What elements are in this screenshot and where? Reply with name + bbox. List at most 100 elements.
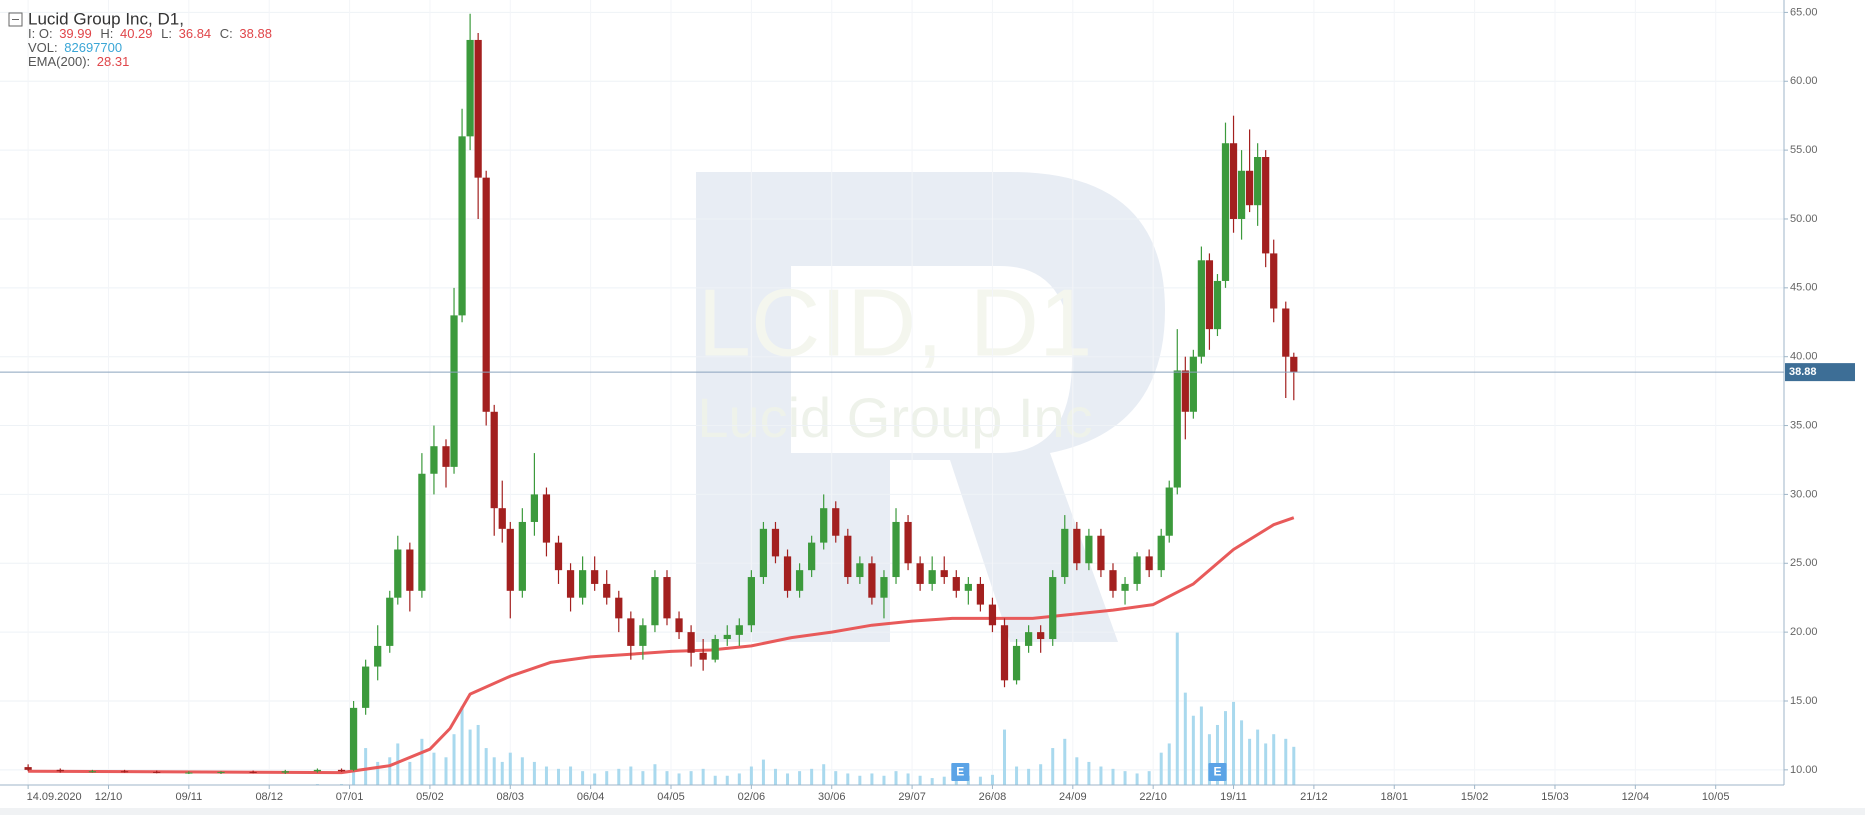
volume-bar — [1087, 761, 1091, 785]
candle-body — [217, 771, 225, 773]
x-tick-label: 15/03 — [1541, 791, 1569, 803]
volume-bar — [858, 775, 862, 785]
ohlc-low: 36.84 — [179, 26, 212, 41]
y-tick-label: 15.00 — [1790, 695, 1818, 707]
x-tick-label: 19/11 — [1220, 791, 1247, 803]
candle-body — [394, 549, 402, 598]
volume-bar — [1248, 738, 1252, 785]
candle-body — [904, 521, 912, 564]
volume-bar — [1199, 706, 1203, 785]
volume-bar — [1232, 701, 1236, 785]
volume-bar — [1175, 632, 1179, 785]
candle-body — [185, 772, 193, 774]
candle-body — [639, 625, 647, 646]
volume-bar — [432, 752, 436, 785]
candle-body — [868, 563, 876, 598]
watermark-logo — [696, 172, 1165, 642]
volume-bar — [1183, 692, 1187, 785]
candle-body — [675, 618, 683, 633]
candle-body — [506, 528, 514, 591]
x-tick-label: 24/09 — [1059, 791, 1087, 803]
candle-body — [1061, 528, 1069, 578]
y-tick-label: 60.00 — [1790, 75, 1818, 87]
x-tick-label: 08/03 — [497, 791, 525, 803]
x-tick-label: 02/06 — [738, 791, 766, 803]
candle-body — [711, 639, 719, 660]
volume-bar — [1159, 752, 1163, 785]
x-tick-label: 15/02 — [1461, 791, 1489, 803]
ohlc-close-label: C: — [220, 26, 233, 41]
candle-body — [542, 494, 551, 543]
volume-bar — [653, 764, 657, 785]
candle-body — [1254, 157, 1262, 206]
volume-bar — [1099, 766, 1103, 785]
candle-body — [1189, 356, 1197, 412]
candle-body — [832, 508, 840, 536]
candle-body — [952, 577, 960, 591]
volume-bar — [1292, 746, 1296, 785]
x-tick-label: 07/01 — [336, 791, 364, 803]
volume-bar — [605, 771, 609, 785]
volume-label: VOL: — [28, 40, 58, 55]
volume-bar — [1256, 729, 1260, 785]
x-tick-label: 30/06 — [818, 791, 846, 803]
candle-body — [120, 771, 129, 773]
volume-bar — [1223, 711, 1227, 785]
watermark: LCID, D1 Lucid Group Inc — [696, 172, 1165, 642]
x-tick-label: 26/08 — [979, 791, 1007, 803]
ema-layer — [28, 516, 1295, 775]
candle-body — [458, 136, 466, 316]
x-tick-label: 14.09.2020 — [27, 791, 82, 803]
candle-body — [313, 769, 322, 772]
volume-bar — [1272, 734, 1276, 785]
header-ema: EMA(200): 28.31 — [28, 54, 129, 69]
volume-bar — [452, 734, 456, 785]
volume-bar — [388, 757, 392, 785]
volume-bar — [749, 766, 753, 785]
volume-bar — [364, 748, 368, 785]
candle-body — [976, 583, 985, 605]
candle-body — [988, 604, 997, 626]
volume-bar — [460, 706, 464, 785]
volume-bar — [689, 771, 693, 785]
volume-bar — [520, 757, 524, 785]
candle-body — [940, 570, 948, 578]
candle-body — [687, 632, 695, 653]
candle-body — [1121, 583, 1129, 591]
volume-layer — [26, 632, 1296, 785]
x-tick-label: 10/05 — [1702, 791, 1730, 803]
candle-body — [1270, 253, 1278, 309]
candle-body — [56, 769, 64, 772]
candle-body — [1000, 625, 1009, 681]
candle-body — [1109, 570, 1117, 591]
volume-bar — [1135, 773, 1139, 785]
candle-body — [518, 521, 526, 591]
ema-value: 28.31 — [97, 54, 130, 69]
volume-bar — [1075, 757, 1079, 785]
volume-bar — [918, 775, 922, 785]
candle-body — [808, 542, 816, 571]
candle-body — [1173, 370, 1181, 488]
candle-body — [88, 771, 97, 773]
candle-body — [1237, 170, 1246, 219]
candle-body — [663, 577, 671, 619]
candle-body — [1221, 143, 1230, 281]
ohlc-open: 39.99 — [59, 26, 92, 41]
volume-bar — [737, 773, 741, 785]
candle-body — [406, 549, 414, 591]
candle-body — [386, 597, 394, 646]
volume-bar — [1039, 764, 1043, 785]
volume-bar — [1284, 738, 1288, 785]
volume-bar — [396, 743, 400, 785]
event-marker — [1208, 763, 1227, 781]
volume-bar — [786, 773, 790, 785]
candle-body — [1165, 487, 1173, 536]
candle-body — [249, 771, 257, 773]
candle-body — [418, 473, 426, 591]
volume-bar — [1147, 771, 1151, 785]
volume-bar — [500, 761, 504, 785]
volume-bar — [557, 768, 561, 785]
